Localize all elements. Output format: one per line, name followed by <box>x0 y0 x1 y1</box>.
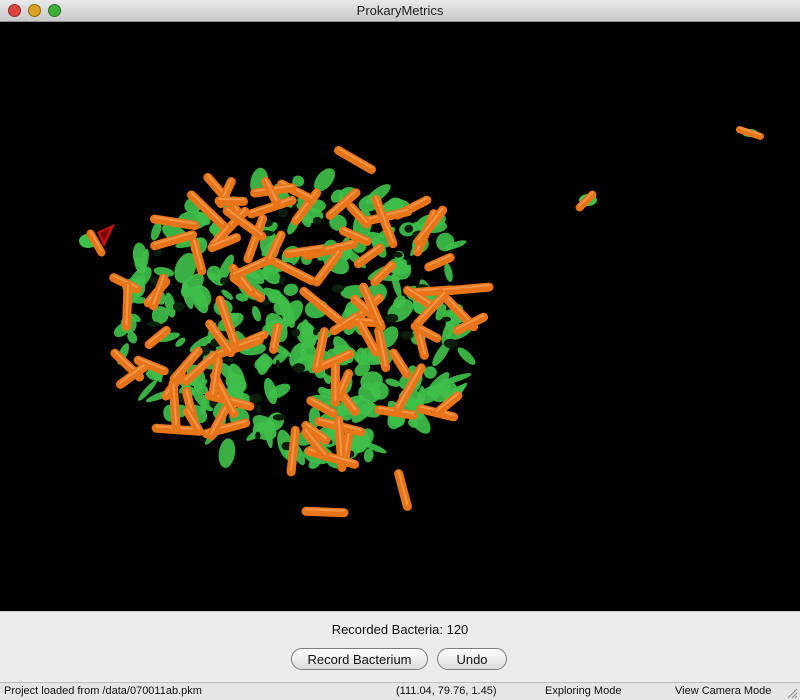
status-project: Project loaded from /data/070011ab.pkm <box>4 685 202 697</box>
bacteria-rods <box>86 126 764 518</box>
status-camera: View Camera Mode <box>675 685 772 697</box>
biofilm-render[interactable] <box>0 22 800 611</box>
resize-grip-icon[interactable] <box>786 687 798 699</box>
zoom-window-button[interactable] <box>48 4 61 17</box>
status-mode: Exploring Mode <box>545 685 622 697</box>
close-window-button[interactable] <box>8 4 21 17</box>
control-panel: Recorded Bacteria: 120 Record Bacterium … <box>0 611 800 682</box>
recorded-bacteria-readout: Recorded Bacteria: 120 <box>0 622 800 637</box>
window-title: ProkaryMetrics <box>356 3 444 18</box>
status-coordinates: (111.04, 79.76, 1.45) <box>396 685 497 697</box>
recorded-bacteria-count: 120 <box>446 622 469 637</box>
record-bacterium-button[interactable]: Record Bacterium <box>291 648 428 670</box>
title-bar: ProkaryMetrics <box>0 0 800 22</box>
recorded-bacteria-label: Recorded Bacteria: <box>331 622 443 637</box>
3d-viewport[interactable] <box>0 22 800 611</box>
minimize-window-button[interactable] <box>28 4 41 17</box>
status-bar: Project loaded from /data/070011ab.pkm (… <box>0 682 800 700</box>
marker-cone-icon <box>97 224 115 247</box>
undo-button[interactable]: Undo <box>437 648 507 670</box>
